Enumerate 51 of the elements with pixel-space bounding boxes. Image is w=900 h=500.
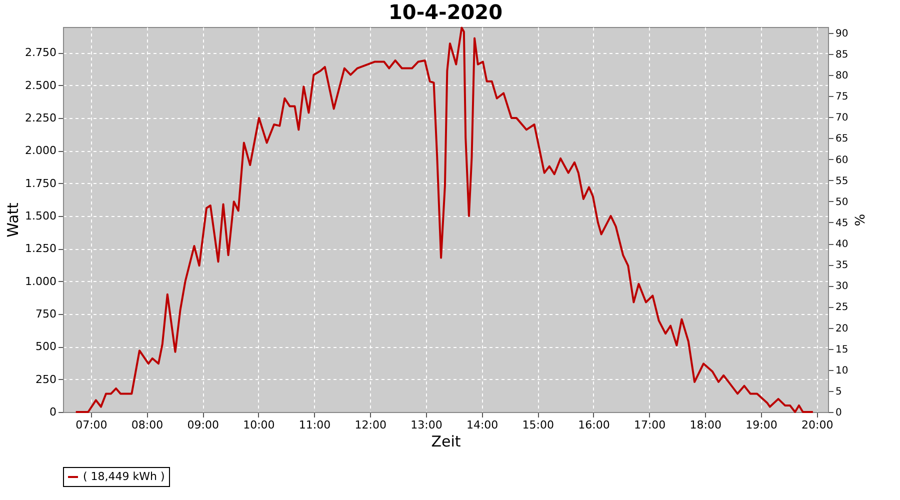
x-tick-label: 18:00 bbox=[690, 418, 722, 432]
y2-tick-label: 70 bbox=[836, 112, 848, 124]
y2-tick-label: 10 bbox=[836, 365, 848, 376]
x-tick-label: 20:00 bbox=[801, 418, 834, 432]
x-tick-label: 09:00 bbox=[187, 418, 219, 432]
y2-tick-label: 40 bbox=[836, 239, 848, 250]
x-tick-label: 12:00 bbox=[354, 418, 386, 432]
y-tick-label: 2.750 bbox=[25, 46, 56, 60]
line-series bbox=[74, 26, 814, 413]
y2-tick-label: 85 bbox=[836, 49, 848, 60]
y-tick-label: 2.250 bbox=[25, 111, 56, 124]
x-tick-label: 07:00 bbox=[76, 418, 108, 432]
y2-tick-label: 15 bbox=[836, 344, 848, 356]
x-tick-label: 15:00 bbox=[522, 418, 554, 432]
y-tick-label: 1.250 bbox=[25, 242, 56, 256]
y-tick-label: 2.500 bbox=[25, 78, 56, 92]
x-tick-label: 10:00 bbox=[243, 418, 275, 432]
y2-tick-label: 5 bbox=[836, 386, 842, 398]
y2-tick-label: 65 bbox=[836, 134, 848, 145]
y2-tick-label: 45 bbox=[836, 218, 848, 229]
x-tick-label: 17:00 bbox=[634, 418, 666, 432]
y2-tick-label: 60 bbox=[836, 154, 848, 166]
chart-title: 10-4-2020 bbox=[388, 0, 503, 24]
y2-tick-label: 75 bbox=[836, 92, 848, 103]
y2-tick-label: 35 bbox=[836, 260, 848, 272]
y2-tick-label: 25 bbox=[836, 302, 848, 314]
x-tick-label: 14:00 bbox=[466, 418, 498, 432]
y2-axis-title: % bbox=[851, 214, 866, 226]
x-axis-title: Zeit bbox=[431, 432, 461, 450]
y-tick-label: 0 bbox=[50, 406, 56, 418]
y-tick-label: 750 bbox=[36, 307, 56, 320]
y-tick-label: 1.500 bbox=[25, 209, 56, 222]
y-axis-title: Watt bbox=[4, 202, 22, 238]
y2-tick-label: 55 bbox=[836, 176, 848, 187]
y2-tick-label: 30 bbox=[836, 281, 848, 292]
x-tick-label: 13:00 bbox=[410, 418, 442, 432]
x-tick-label: 08:00 bbox=[131, 418, 164, 432]
y-tick-label: 2.000 bbox=[25, 144, 56, 158]
y2-tick-label: 80 bbox=[836, 70, 848, 82]
y2-tick-label: 20 bbox=[836, 323, 848, 334]
y2-tick-label: 90 bbox=[836, 28, 848, 40]
x-tick-label: 11:00 bbox=[298, 418, 331, 432]
y2-tick-label: 0 bbox=[836, 408, 842, 418]
y-tick-label: 250 bbox=[36, 372, 56, 386]
y2-tick-label: 50 bbox=[836, 196, 848, 208]
x-tick-label: 19:00 bbox=[746, 418, 778, 432]
x-tick-label: 16:00 bbox=[578, 418, 610, 432]
y-tick-label: 1.000 bbox=[25, 274, 56, 288]
y-tick-label: 1.750 bbox=[25, 176, 56, 190]
y-tick-label: 500 bbox=[36, 340, 56, 354]
legend-label: ( 18,449 kWh ) bbox=[83, 470, 165, 483]
